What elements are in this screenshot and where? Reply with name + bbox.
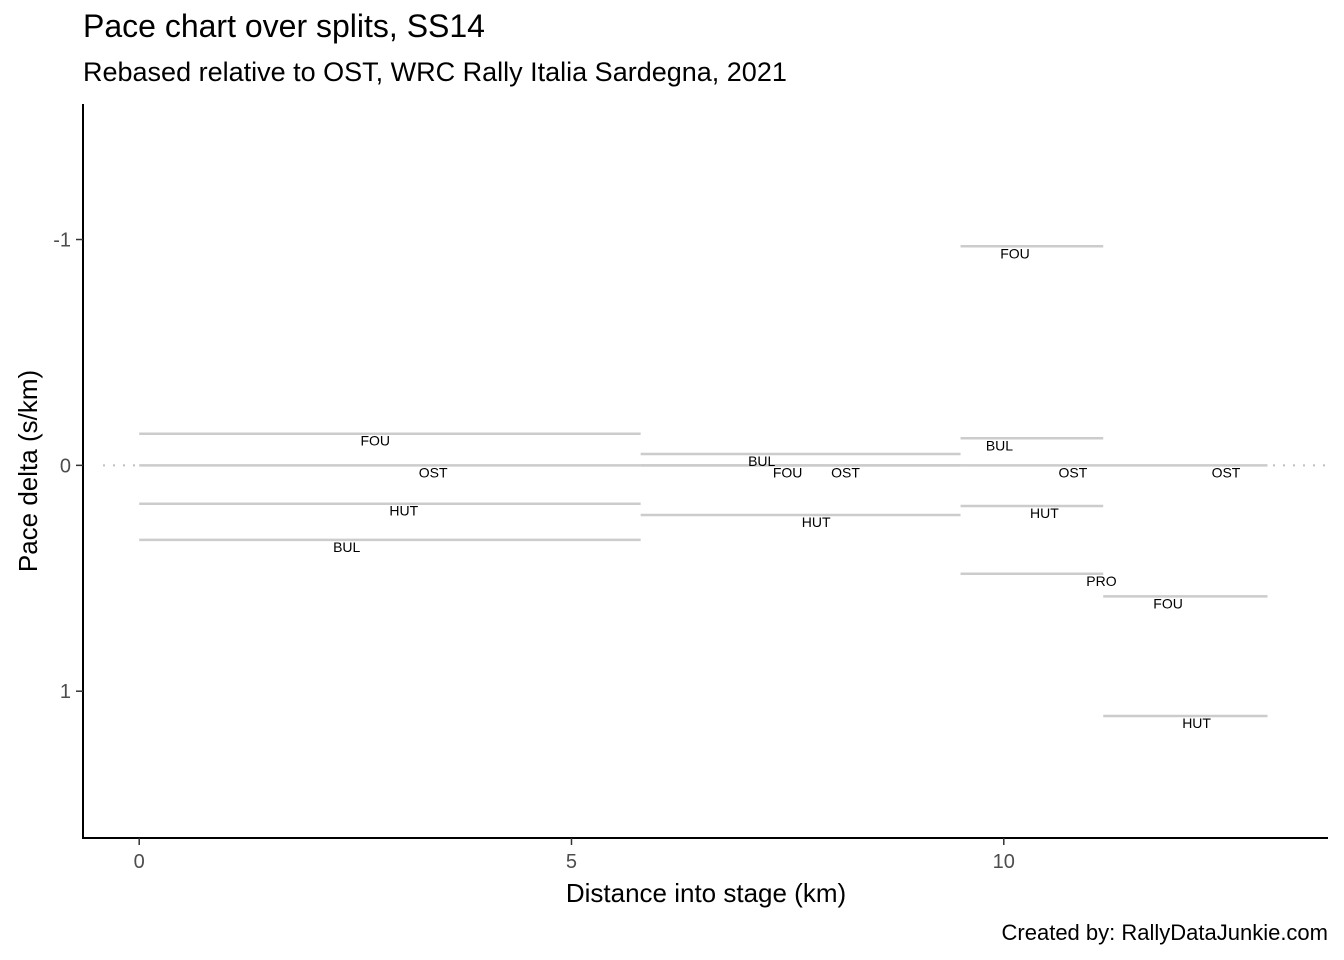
chart-subtitle: Rebased relative to OST, WRC Rally Itali… (83, 57, 787, 87)
driver-label-hut: HUT (389, 503, 418, 519)
driver-label-fou: FOU (360, 433, 390, 449)
driver-label-pro: PRO (1086, 573, 1116, 589)
x-tick-label: 10 (993, 851, 1015, 873)
x-tick-label: 5 (566, 851, 577, 873)
driver-label-ost: OST (1212, 464, 1241, 480)
driver-label-ost: OST (1059, 464, 1088, 480)
driver-label-fou: FOU (773, 464, 803, 480)
driver-label-hut: HUT (802, 514, 831, 530)
driver-label-hut: HUT (1030, 505, 1059, 521)
x-tick-label: 0 (134, 851, 145, 873)
x-axis-title: Distance into stage (km) (566, 878, 846, 908)
driver-label-fou: FOU (1153, 595, 1183, 611)
driver-label-ost: OST (831, 464, 860, 480)
driver-label-hut: HUT (1182, 715, 1211, 731)
y-axis-title: Pace delta (s/km) (13, 370, 43, 572)
y-tick-label: 1 (60, 681, 71, 703)
y-tick-label: -1 (53, 230, 71, 252)
driver-label-ost: OST (419, 464, 448, 480)
driver-label-bul: BUL (986, 437, 1013, 453)
driver-label-bul: BUL (333, 539, 360, 555)
driver-label-fou: FOU (1000, 245, 1030, 261)
y-tick-label: 0 (60, 455, 71, 477)
chart-caption: Created by: RallyDataJunkie.com (1001, 920, 1328, 945)
chart-title: Pace chart over splits, SS14 (83, 8, 485, 44)
driver-label-bul: BUL (748, 453, 775, 469)
